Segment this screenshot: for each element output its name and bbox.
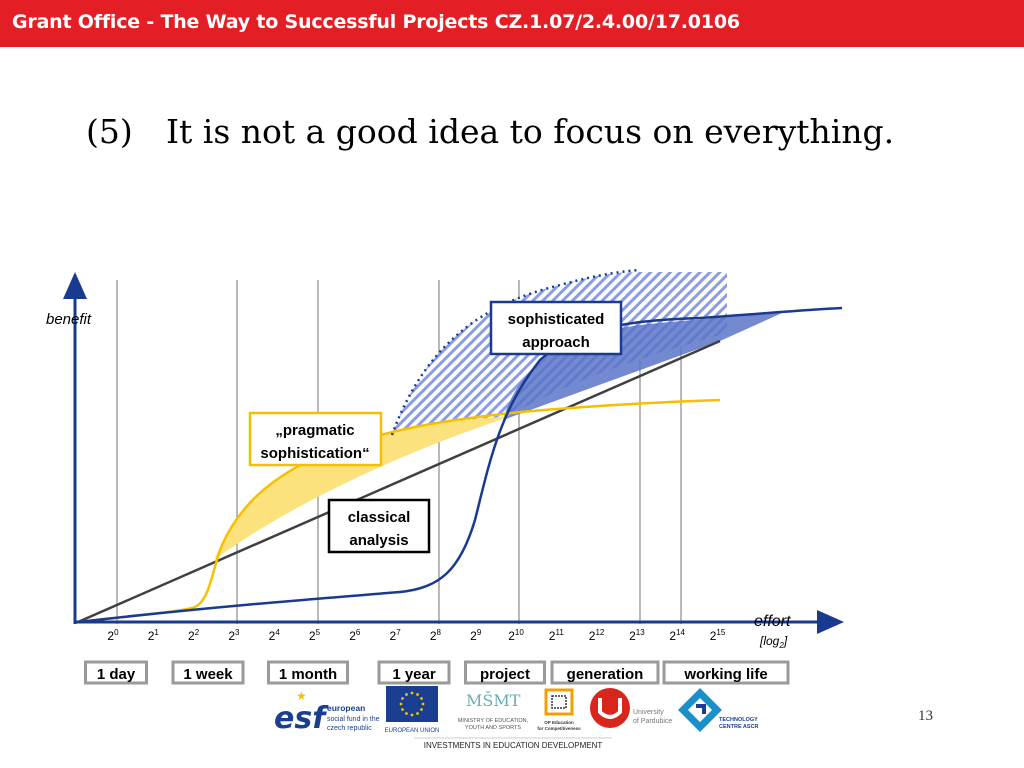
university-pardubice-logo: University of Pardubice [590,688,672,728]
y-axis-label: benefit [46,311,92,328]
tick-label: 215 [710,628,726,643]
classical-callout: classical analysis [327,498,431,554]
dotted-potential-curve [390,268,641,436]
time-scale-text: 1 week [183,666,233,683]
page-number: 13 [918,708,933,724]
esf-text-1: european [327,703,365,713]
op-text-2: for Competitiveness [537,726,581,731]
time-scale-text: project [480,666,530,683]
sophisticated-approach-curve [77,306,843,624]
sophisticated-callout-line2: approach [522,334,590,351]
sophisticated-callout: sophisticated approach [489,300,623,356]
slide-title-number: (5) [86,112,133,151]
tick-label: 25 [309,628,321,643]
time-scale-labels: 1 day 1 week 1 month 1 year project generatio… [84,660,790,685]
time-scale-label: 1 week [171,660,245,685]
op-text-1: OP Education [544,720,574,725]
tc-text-2: CENTRE ASCR [719,724,759,730]
msmt-logo: MŠMT MINISTRY OF EDUCATION, YOUTH AND SP… [458,690,529,731]
pragmatic-callout-line2: sophistication“ [260,445,369,462]
time-scale-text: 1 year [392,666,436,683]
msmt-text-1: MINISTRY OF EDUCATION, [458,718,529,724]
time-scale-text: generation [567,666,644,683]
time-scale-label: 1 day [84,660,148,685]
tick-label: 22 [188,628,200,643]
esf-text-3: czech republic [327,725,372,732]
pragmatic-callout-line1: „pragmatic [275,422,354,439]
upce-text-1: University [633,709,664,716]
tick-label: 28 [430,628,442,643]
tick-labels: 20 21 22 23 24 25 26 27 28 29 210 211 212 213 214 215 [107,628,725,643]
pragmatic-callout: „pragmatic sophistication“ [248,411,383,467]
tick-label: 24 [269,628,281,643]
esf-logo: esf ★ european social fund in the czech … [274,688,380,736]
upce-text-2: of Pardubice [633,718,672,725]
tick-label: 23 [228,628,240,643]
header-bar: Grant Office - The Way to Successful Pro… [0,0,1024,47]
time-scale-text: 1 month [279,666,337,683]
time-scale-label: 1 year [377,660,451,685]
tick-label: 27 [390,628,402,643]
classical-callout-line1: classical [348,509,411,526]
time-scale-label: generation [550,660,660,685]
time-scale-text: 1 day [97,666,136,683]
tick-label: 213 [629,628,645,643]
header-title: Grant Office - The Way to Successful Pro… [12,11,740,33]
tick-label: 20 [107,628,119,643]
technology-centre-logo: TECHNOLOGY CENTRE ASCR [678,688,759,732]
x-axis-label: effort [754,613,791,630]
slide-title-text: It is not a good idea to focus on everyt… [166,112,895,151]
esf-mark: esf [274,701,329,736]
classical-analysis-line [77,339,721,624]
tick-label: 214 [669,628,685,643]
classical-callout-line2: analysis [349,532,408,549]
time-scale-label: 1 month [267,660,349,685]
esf-star-icon: ★ [296,689,307,703]
sophisticated-callout-line1: sophisticated [508,311,605,328]
op-education-logo: OP Education for Competitiveness [537,688,581,731]
tick-label: 21 [148,628,160,643]
esf-text-2: social fund in the [327,716,380,723]
time-scale-label: working life [662,660,790,685]
msmt-mark: MŠMT [466,690,521,710]
eu-flag-logo: EUROPEAN UNION [385,686,440,734]
x-axis-unit: [log2] [759,634,788,650]
tick-label: 26 [349,628,361,643]
footer-logos: esf ★ european social fund in the czech … [274,686,759,750]
tick-label: 211 [549,628,565,643]
tick-label: 29 [470,628,482,643]
sophisticated-gain-area [503,313,782,420]
footer-tagline: INVESTMENTS IN EDUCATION DEVELOPMENT [424,741,603,750]
eu-text: EUROPEAN UNION [385,728,440,734]
tick-label: 210 [508,628,524,643]
msmt-text-2: YOUTH AND SPORTS [465,725,521,731]
tick-label: 212 [589,628,605,643]
tc-text-1: TECHNOLOGY [719,717,758,723]
slide-title: (5) It is not a good idea to focus on eve… [86,112,894,151]
time-scale-text: working life [683,666,767,683]
time-scale-label: project [464,660,546,685]
